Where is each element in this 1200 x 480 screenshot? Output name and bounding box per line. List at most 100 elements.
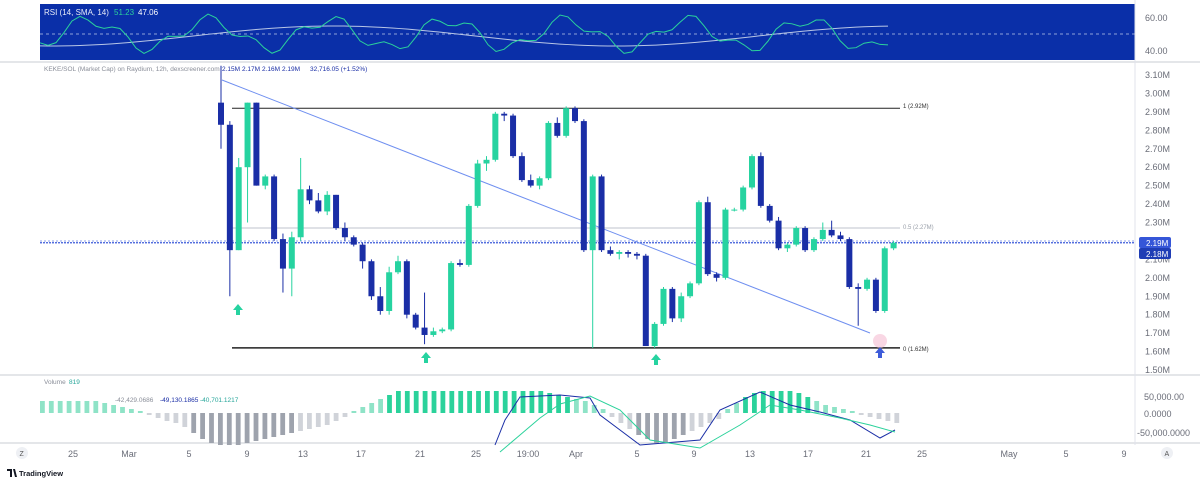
candle-body — [439, 329, 446, 332]
candle — [589, 174, 596, 348]
candle-body — [890, 242, 897, 249]
histogram-bar — [253, 413, 259, 441]
candle — [660, 287, 667, 326]
candle — [598, 174, 605, 252]
candle-body — [731, 209, 738, 211]
candle — [368, 259, 375, 300]
candle-body — [350, 237, 357, 245]
histogram-bar — [493, 391, 499, 413]
zoom-button-label: Z — [20, 451, 25, 458]
candle-body — [775, 220, 782, 249]
price-tick-label: 2.30M — [1145, 218, 1170, 228]
candle-body — [359, 244, 366, 262]
candle — [226, 121, 233, 297]
histogram-bar — [894, 413, 900, 423]
histogram-bar — [858, 413, 864, 415]
candle-body — [421, 327, 428, 335]
candle-body — [518, 156, 525, 181]
footer-bar — [0, 462, 1200, 480]
candle-body — [226, 124, 233, 251]
zoom-button[interactable]: Z — [16, 447, 28, 459]
osc-tick-top: 50,000.00 — [1144, 392, 1184, 402]
histogram-bar — [529, 391, 535, 413]
candle — [456, 259, 463, 267]
histogram-bar — [369, 403, 375, 413]
histogram-bar — [226, 413, 232, 445]
histogram-bar — [235, 413, 241, 445]
histogram-bar — [120, 407, 125, 413]
candle-body — [483, 159, 490, 164]
candle — [633, 252, 640, 260]
candle — [669, 287, 676, 323]
candle-body — [262, 176, 269, 186]
candle-body — [563, 108, 570, 136]
price-tick-label: 1.80M — [1145, 310, 1170, 320]
candle-body — [872, 279, 879, 311]
rsi-sma-line — [39, 25, 889, 47]
time-axis-label: Apr — [569, 449, 583, 459]
candle-body — [704, 202, 711, 275]
candle-body — [244, 102, 251, 168]
candle-body — [465, 205, 472, 265]
rsi-sma-value: 47.06 — [138, 8, 159, 17]
candle — [448, 261, 455, 332]
rsi-value: 51.23 — [114, 8, 135, 17]
price-tick-label: 2.60M — [1145, 162, 1170, 172]
buy-arrow-icon — [421, 352, 431, 363]
time-axis-label: 25 — [917, 449, 927, 459]
candle — [757, 152, 764, 208]
candle-body — [580, 121, 587, 251]
candle-body — [554, 122, 561, 136]
histogram-bar — [315, 413, 321, 427]
price-tick-label: 1.90M — [1145, 291, 1170, 301]
price-tick-label: 1.50M — [1145, 365, 1170, 375]
candle — [616, 250, 623, 260]
candle — [881, 246, 888, 313]
candle-body — [412, 314, 419, 328]
buy-arrow-icon — [233, 304, 243, 315]
current-price-badge — [1139, 237, 1171, 248]
histogram-bar — [841, 409, 846, 413]
histogram-bar — [387, 395, 392, 413]
candle — [244, 102, 251, 223]
histogram-bar — [458, 391, 464, 413]
histogram-bar — [680, 413, 686, 435]
candle-body — [572, 108, 578, 122]
candle-body — [288, 237, 295, 269]
histogram-bar — [627, 413, 633, 429]
time-axis-label: 5 — [634, 449, 639, 459]
candle-body — [864, 279, 871, 289]
candle-body — [430, 331, 437, 335]
candle — [872, 277, 879, 313]
histogram-bar — [769, 391, 775, 413]
histogram-bar — [565, 397, 570, 413]
auto-scale-button[interactable]: A — [1161, 447, 1173, 459]
time-axis-label: 9 — [1121, 449, 1126, 459]
time-axis-label: Mar — [121, 449, 137, 459]
candle — [333, 194, 340, 230]
tradingview-logo[interactable]: TradingView — [7, 469, 63, 478]
candle — [430, 327, 437, 337]
macd-line — [494, 391, 896, 446]
histogram-bar — [805, 397, 811, 413]
histogram-bar — [307, 413, 312, 429]
signal-line — [499, 395, 896, 453]
rsi-lines — [39, 13, 889, 54]
histogram-bar — [778, 391, 784, 413]
histogram-bar — [155, 413, 161, 418]
candle — [421, 292, 428, 345]
time-axis-label: 13 — [298, 449, 308, 459]
histogram-bar — [164, 413, 170, 421]
histogram-bar — [600, 409, 606, 413]
candle — [802, 226, 809, 252]
volume-value: 819 — [69, 379, 80, 386]
rsi-level-60: 60.00 — [1145, 13, 1168, 23]
histogram-bar — [102, 403, 108, 413]
candle-body — [218, 102, 224, 125]
price-tick-label: 2.50M — [1145, 181, 1170, 191]
histogram-bar — [645, 413, 650, 439]
histogram-bar — [467, 391, 472, 413]
candle-body — [793, 228, 800, 245]
candle-body — [474, 163, 481, 206]
candle-body — [669, 288, 676, 319]
